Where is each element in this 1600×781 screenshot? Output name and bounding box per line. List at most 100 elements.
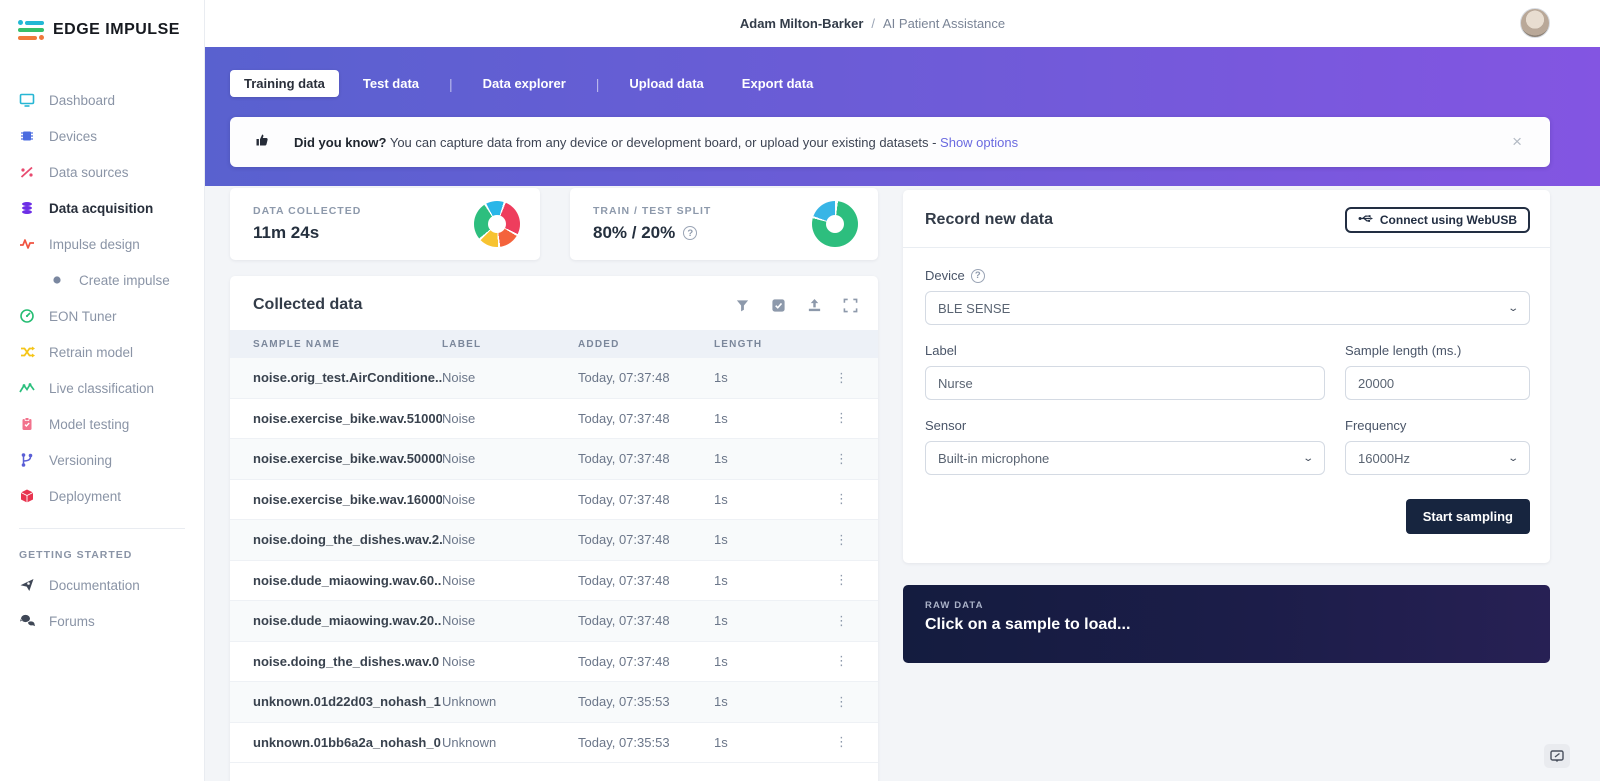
tab-training-data[interactable]: Training data: [230, 70, 339, 97]
device-select[interactable]: BLE SENSE ⌄: [925, 291, 1530, 325]
sidebar-item-data-acquisition[interactable]: Data acquisition: [0, 190, 204, 226]
table-row[interactable]: unknown.01d22d03_nohash_1 Unknown Today, 0…: [230, 682, 878, 723]
sample-length: 1s: [714, 491, 728, 507]
sample-length: 1s: [714, 734, 728, 750]
tab-test-data[interactable]: Test data: [362, 76, 420, 91]
sidebar-item-deployment[interactable]: Deployment: [0, 478, 204, 514]
sidebar-item-documentation[interactable]: Documentation: [0, 567, 204, 603]
data-collected-card: DATA COLLECTED 11m 24s: [230, 188, 540, 260]
table-row[interactable]: noise.doing_the_dishes.wav.2... Noise Toda…: [230, 520, 878, 561]
sample-name: noise.dude_miaowing.wav.60...: [253, 572, 442, 588]
sidebar-nav: Dashboard Devices Data sources Data acqu…: [0, 82, 204, 639]
row-menu-icon[interactable]: ⋮: [835, 693, 848, 709]
label-input[interactable]: [925, 366, 1325, 400]
annotation-widget-button[interactable]: [1544, 744, 1570, 768]
shuffle-icon: [19, 344, 35, 360]
sidebar-item-forums[interactable]: Forums: [0, 603, 204, 639]
sidebar-item-label: Create impulse: [79, 272, 170, 288]
sample-name: unknown.01d22d03_nohash_1: [253, 694, 441, 710]
sample-name: noise.exercise_bike.wav.50000: [253, 451, 442, 467]
breadcrumb-project[interactable]: AI Patient Assistance: [883, 16, 1006, 31]
row-menu-icon[interactable]: ⋮: [835, 450, 848, 466]
row-menu-icon[interactable]: ⋮: [835, 572, 848, 588]
rocket-icon: [19, 577, 35, 593]
sample-name: noise.exercise_bike.wav.51000: [253, 410, 442, 426]
sample-label: Unknown: [442, 734, 497, 750]
data-tabs: Training data Test data | Data explorer …: [230, 70, 827, 97]
tab-data-explorer[interactable]: Data explorer: [482, 76, 566, 91]
table-row[interactable]: noise.doing_the_dishes.wav.0 Noise Today, …: [230, 642, 878, 682]
filter-icon[interactable]: [735, 298, 750, 313]
help-icon[interactable]: ?: [683, 226, 698, 240]
expand-icon[interactable]: [843, 298, 858, 313]
row-menu-icon[interactable]: ⋮: [835, 369, 848, 385]
select-checkbox-icon[interactable]: [771, 298, 786, 313]
sample-added: Today, 07:35:53: [578, 734, 670, 750]
sidebar-item-label: Documentation: [49, 577, 140, 593]
show-options-link[interactable]: Show options: [940, 134, 1019, 150]
device-value: BLE SENSE: [938, 300, 1011, 316]
device-label: Device: [925, 268, 965, 283]
banner-text: Did you know? You can capture data from …: [294, 135, 1018, 150]
sidebar-item-dashboard[interactable]: Dashboard: [0, 82, 204, 118]
avatar[interactable]: [1520, 8, 1550, 38]
chevron-down-icon: ⌄: [1506, 302, 1519, 314]
sidebar-item-create-impulse[interactable]: Create impulse: [0, 262, 204, 298]
sample-length: 1s: [714, 613, 728, 629]
sample-added: Today, 07:37:48: [578, 532, 670, 548]
sample-length: 1s: [714, 653, 728, 669]
sample-added: Today, 07:37:48: [578, 572, 670, 588]
table-row[interactable]: noise.dude_miaowing.wav.20... Noise Today,…: [230, 601, 878, 642]
tab-upload-data[interactable]: Upload data: [629, 76, 704, 91]
row-menu-icon[interactable]: ⋮: [835, 410, 848, 426]
start-sampling-button[interactable]: Start sampling: [1405, 499, 1530, 534]
sidebar-item-devices[interactable]: Devices: [0, 118, 204, 154]
sidebar-item-data-sources[interactable]: Data sources: [0, 154, 204, 190]
table-row[interactable]: unknown.01bb6a2a_nohash_0 Unknown Today, 0…: [230, 723, 878, 763]
table-row[interactable]: noise.exercise_bike.wav.16000 Noise Today,…: [230, 480, 878, 520]
sensor-select[interactable]: Built-in microphone ⌄: [925, 441, 1325, 475]
row-menu-icon[interactable]: ⋮: [835, 612, 848, 628]
edge-impulse-logo[interactable]: EDGE IMPULSE: [0, 0, 204, 40]
row-menu-icon[interactable]: ⋮: [835, 531, 848, 547]
connect-webusb-button[interactable]: Connect using WebUSB: [1344, 207, 1530, 233]
sample-length-input[interactable]: [1345, 366, 1530, 400]
collected-data-card: Collected data SAMPLE NAME LABEL ADDED: [230, 276, 878, 781]
sidebar-item-model-testing[interactable]: Model testing: [0, 406, 204, 442]
row-menu-icon[interactable]: ⋮: [835, 653, 848, 669]
tab-export-data[interactable]: Export data: [741, 76, 814, 91]
sidebar-divider: [19, 528, 185, 529]
breadcrumb-user[interactable]: Adam Milton-Barker: [739, 16, 864, 31]
table-row[interactable]: noise.exercise_bike.wav.51000 Noise Today,…: [230, 399, 878, 439]
raw-data-message: Click on a sample to load...: [925, 616, 1131, 633]
sample-label: Noise: [442, 491, 476, 507]
sidebar-item-eon-tuner[interactable]: EON Tuner: [0, 298, 204, 334]
sidebar-item-label: Devices: [49, 128, 98, 144]
sidebar-item-label: Versioning: [49, 452, 113, 468]
device-help-icon[interactable]: ?: [970, 268, 985, 283]
close-icon[interactable]: ×: [1512, 132, 1522, 151]
sidebar-item-label: Retrain model: [49, 344, 134, 360]
sidebar-item-retrain-model[interactable]: Retrain model: [0, 334, 204, 370]
chevron-down-icon: ⌄: [1506, 452, 1519, 464]
usb-icon: [1358, 213, 1373, 227]
frequency-select[interactable]: 16000Hz ⌄: [1345, 441, 1530, 475]
table-row[interactable]: noise.exercise_bike.wav.50000 Noise Today,…: [230, 439, 878, 480]
chat-icon: [19, 613, 35, 629]
table-row[interactable]: noise.orig_test.AirConditione... Noise Tod…: [230, 358, 878, 399]
sample-added: Today, 07:37:48: [578, 370, 670, 386]
row-menu-icon[interactable]: ⋮: [835, 491, 848, 507]
row-menu-icon[interactable]: ⋮: [835, 734, 848, 750]
sidebar-item-impulse-design[interactable]: Impulse design: [0, 226, 204, 262]
table-row[interactable]: noise.dude_miaowing.wav.60... Noise Today,…: [230, 561, 878, 601]
sample-name: noise.doing_the_dishes.wav.0: [253, 653, 440, 669]
sample-label: Noise: [442, 572, 476, 588]
upload-icon[interactable]: [807, 298, 822, 313]
frequency-label: Frequency: [1345, 418, 1407, 433]
banner-bold: Did you know?: [294, 134, 387, 150]
sidebar-item-versioning[interactable]: Versioning: [0, 442, 204, 478]
sidebar-item-live-classification[interactable]: Live classification: [0, 370, 204, 406]
edge-impulse-logo-icon: [18, 20, 44, 40]
train-test-split-card: TRAIN / TEST SPLIT 80% / 20% ?: [570, 188, 878, 260]
sample-label: Noise: [442, 532, 476, 548]
